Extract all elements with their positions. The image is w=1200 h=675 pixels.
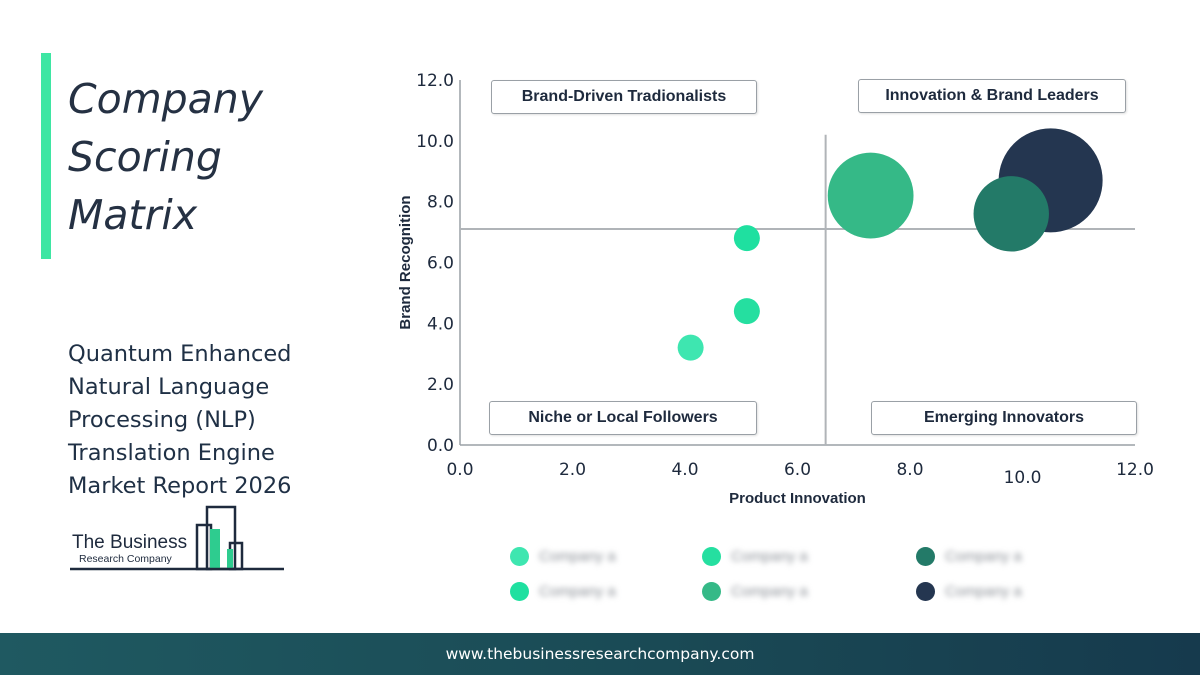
accent-bar [41,53,51,259]
footer-website-link[interactable]: www.thebusinessresearchcompany.com [445,645,755,663]
legend-label: Company a [539,548,616,565]
legend-item: Company a [916,547,1022,566]
y-tick-label: 0.0 [427,436,454,456]
quadrant-label-bottom-left: Niche or Local Followers [489,401,757,435]
y-axis-title: Brand Recognition [397,195,414,329]
legend-swatch [702,547,721,566]
x-axis-title: Product Innovation [729,490,866,507]
scoring-matrix-chart: 0.0 2.0 4.0 6.0 8.0 10.0 12.0 0.0 2.0 4.0 6.0 8.0 10… [380,55,1160,515]
page-title: Company Scoring Matrix [68,75,264,239]
logo-name: The Business [72,532,188,553]
legend-swatch [916,547,935,566]
quadrant-label-bottom-right: Emerging Innovators [871,401,1137,435]
bubble-point [827,152,914,239]
x-tick-label: 8.0 [896,460,923,480]
bubble-point [973,176,1049,252]
chart-legend: Company a Company a Company a Company a … [505,540,1065,610]
quadrant-label-top-left: Brand-Driven Tradionalists [491,80,757,114]
legend-swatch [702,582,721,601]
legend-swatch [510,547,529,566]
bubble-point [677,334,704,361]
legend-item: Company a [702,582,808,601]
x-tick-label: 0.0 [446,460,473,480]
x-tick-label: 2.0 [559,460,586,480]
legend-swatch [916,582,935,601]
legend-label: Company a [539,583,616,600]
legend-label: Company a [731,548,808,565]
chart-canvas: 0.0 2.0 4.0 6.0 8.0 10.0 12.0 0.0 2.0 4.0 6.0 8.0 10… [397,71,1154,507]
legend-label: Company a [945,583,1022,600]
x-tick-label: 12.0 [1116,460,1154,480]
logo-tagline: Research Company [79,553,172,565]
footer-bar: www.thebusinessresearchcompany.com [0,633,1200,675]
quadrant-label-top-right: Innovation & Brand Leaders [858,79,1126,113]
y-tick-label: 6.0 [427,254,454,274]
logo-bars-icon [70,505,284,571]
legend-item: Company a [510,547,616,566]
bubble-point [733,298,760,325]
company-logo: The Business Research Company [70,505,290,575]
legend-label: Company a [945,548,1022,565]
y-tick-label: 12.0 [416,71,454,91]
x-tick-label: 4.0 [671,460,698,480]
legend-item: Company a [916,582,1022,601]
legend-swatch [510,582,529,601]
legend-item: Company a [702,547,808,566]
y-tick-label: 8.0 [427,193,454,213]
legend-label: Company a [731,583,808,600]
y-tick-label: 10.0 [416,132,454,152]
report-subtitle: Quantum Enhanced Natural Language Proces… [68,341,292,499]
bubble-point [733,225,760,252]
y-tick-label: 4.0 [427,314,454,334]
legend-item: Company a [510,582,616,601]
x-tick-label: 6.0 [784,460,811,480]
x-tick-label: 10.0 [1004,468,1042,488]
y-tick-label: 2.0 [427,375,454,395]
